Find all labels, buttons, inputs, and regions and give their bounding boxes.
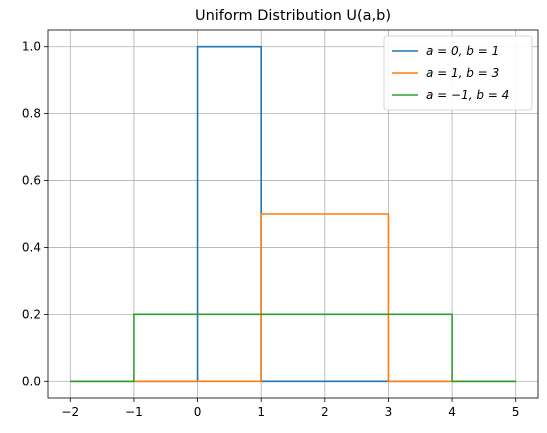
series-line-2 bbox=[70, 213, 516, 383]
x-tick-label: 3 bbox=[385, 405, 393, 419]
legend-label: a = 0, b = 1 bbox=[426, 44, 499, 58]
legend-label: a = −1, b = 4 bbox=[426, 88, 509, 102]
x-tick-label: −2 bbox=[61, 405, 79, 419]
y-tick-label: 0.6 bbox=[22, 174, 41, 188]
x-tick-label: 4 bbox=[448, 405, 456, 419]
x-tick-label: 0 bbox=[194, 405, 202, 419]
y-tick-label: 0.8 bbox=[22, 107, 41, 121]
y-tick-label: 1.0 bbox=[22, 40, 41, 54]
series-line-3 bbox=[70, 313, 516, 383]
legend-label: a = 1, b = 3 bbox=[426, 66, 499, 80]
y-tick-label: 0.0 bbox=[22, 374, 41, 388]
y-tick-label: 0.2 bbox=[22, 307, 41, 321]
y-axis-ticks: 0.0 0.2 0.4 0.6 0.8 1.0 bbox=[22, 40, 48, 388]
chart-title: Uniform Distribution U(a,b) bbox=[195, 8, 391, 24]
x-tick-label: 5 bbox=[512, 405, 520, 419]
legend: a = 0, b = 1 a = 1, b = 3 a = −1, b = 4 bbox=[383, 35, 533, 111]
axes-frame bbox=[47, 29, 539, 399]
series-lines bbox=[70, 45, 516, 383]
x-tick-label: 2 bbox=[321, 405, 329, 419]
legend-box bbox=[383, 35, 533, 111]
x-tick-label: 1 bbox=[257, 405, 265, 419]
x-axis-ticks: −2 −1 0 1 2 3 4 5 bbox=[61, 398, 520, 419]
y-tick-label: 0.4 bbox=[22, 240, 41, 254]
x-tick-label: −1 bbox=[125, 405, 143, 419]
